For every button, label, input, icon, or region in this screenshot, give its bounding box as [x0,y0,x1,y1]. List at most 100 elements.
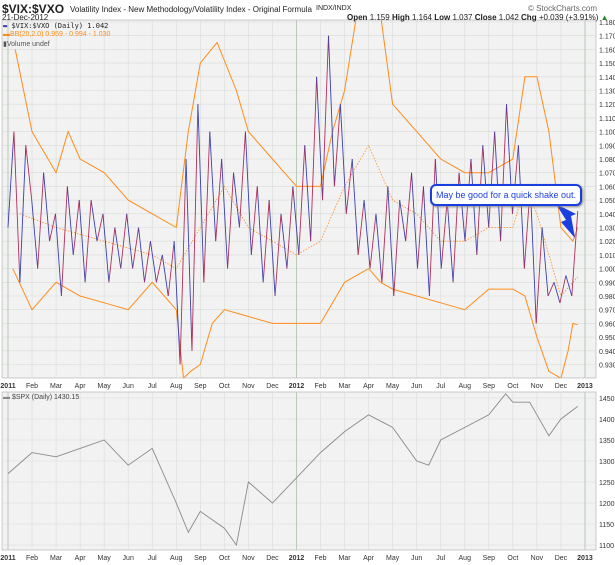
ratio-segment [203,131,211,283]
ratio-segment [108,227,116,283]
ratio-segment [357,200,365,255]
y-tick-label: 1.110 [599,116,615,123]
y-tick-label: 1.170 [599,34,615,41]
legend-spx: ▬ $SPX (Daily) 1430.15 [3,394,79,401]
ratio-segment [571,211,579,297]
ratio-segment [440,200,448,269]
y-tick-label: 1.080 [599,157,615,164]
y-tick-label: 0.970 [599,308,615,315]
x-tick-label: Sep [194,383,207,390]
y-tick-label: 1.000 [599,267,615,274]
x-tick-label: Oct [507,555,518,562]
ratio-segment [155,254,163,283]
ratio-segment [310,76,318,242]
y-tick-label: 1.040 [599,212,615,219]
close-label: Close [474,13,497,22]
ratio-segment [339,104,347,214]
ratio-segment [268,200,276,297]
ratio-segment [428,158,436,297]
ratio-segment [19,145,27,283]
y-tick-label: 1400 [599,417,615,424]
y-tick-label: 0.980 [599,294,615,301]
ratio-segment [179,158,187,365]
x-tick-label: Oct [219,383,230,390]
x-tick-label: Sep [194,555,207,562]
low-label: Low [434,13,451,22]
ratio-segment [72,200,80,255]
y-tick-label: 1450 [599,396,615,403]
x-tick-label: Sep [483,383,496,390]
ratio-segment [197,104,205,283]
x-tick-label: Nov [531,555,544,562]
y-tick-label: 1150 [599,522,614,529]
ratio-segment [446,200,454,283]
ratio-segment [7,131,15,228]
x-tick-label: 2012 [289,555,305,562]
x-tick-label: 2011 [0,555,15,562]
y-tick-label: 0.960 [599,321,615,328]
high-value: 1.164 [411,13,432,22]
ratio-segment [55,213,62,297]
ratio-segment [488,131,496,228]
x-tick-label: 2013 [577,383,593,390]
legend-volume-label: Volume undef [6,41,50,48]
ratio-segment [244,131,252,255]
ratio-segment [292,186,300,255]
y-tick-label: 1300 [599,459,615,466]
x-tick-label: Jun [411,555,422,562]
ratio-segment [209,131,217,242]
y-tick-label: 1200 [599,501,615,508]
high-label: High [391,13,410,22]
ratio-segment [411,172,418,269]
ohlc: Open 1.159 High 1.164 Low 1.037 Close 1.… [347,13,609,22]
legend-main-label: $VIX:$VXO (Daily) 1.042 [11,22,109,30]
x-tick-label: Feb [314,383,326,390]
legend-spx-label: $SPX (Daily) 1430.15 [11,394,80,401]
x-tick-label: Sep [483,555,496,562]
y-tick-label: 0.990 [599,280,615,287]
x-tick-label: Feb [26,555,38,562]
ratio-segment [96,213,104,242]
x-tick-label: Aug [170,555,183,562]
ratio-segment [547,282,555,297]
ratio-segment [138,227,145,283]
upper-band-line [14,20,579,243]
ratio-segment [565,275,573,297]
ratio-segment [286,186,294,269]
y-tick-label: 1.020 [599,239,615,246]
ratio-segment [304,145,312,242]
y-tick-label: 1.130 [599,89,615,96]
ratio-segment [262,200,270,283]
ratio-segment [126,213,134,269]
ratio-segment [239,131,246,228]
ratio-segment [500,104,507,242]
x-tick-label: Nov [242,383,255,390]
x-tick-label: Jul [436,383,445,390]
x-tick-label: Nov [531,383,544,390]
symbol: $VIX:$VXO [2,2,65,16]
ratio-segment [517,145,525,269]
ratio-segment [434,158,442,269]
y-tick-label: 1.070 [599,171,615,178]
brand-logo: © StockCharts.com [528,4,598,13]
middle-band-line [19,144,579,297]
ratio-segment [191,104,199,351]
x-tick-label: Jul [148,383,157,390]
ratio-segment [381,186,389,283]
x-tick-label: Apr [75,383,87,390]
y-tick-label: 0.940 [599,349,615,356]
x-tick-label: Dec [266,555,279,562]
ratio-segment [345,158,353,214]
ratio-segment [470,158,478,255]
x-tick-label: Aug [459,555,472,562]
x-tick-label: 2012 [289,383,305,390]
legend-volume: ▮Volume undef [3,41,50,48]
ratio-segment [280,213,288,269]
x-tick-label: Aug [170,383,183,390]
x-tick-label: Jul [436,555,445,562]
y-tick-label: 0.950 [599,335,615,342]
ratio-segment [161,254,169,297]
ratio-segment [553,282,561,303]
ratio-segment [149,241,157,283]
